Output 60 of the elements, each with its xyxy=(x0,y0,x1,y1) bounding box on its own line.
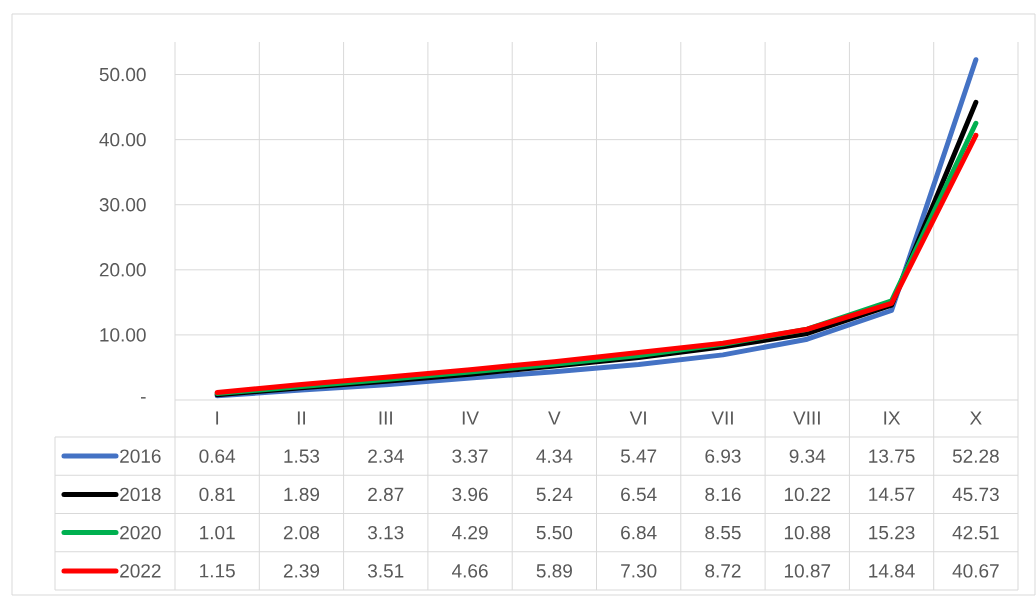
x-tick-label: I xyxy=(216,411,219,425)
data-label: 2.39 xyxy=(283,564,320,578)
y-tick-label: 10.00 xyxy=(100,328,146,342)
x-tick-label: III xyxy=(379,411,392,425)
data-label: 52.28 xyxy=(952,449,999,463)
data-label: 10.22 xyxy=(784,487,831,502)
data-label: 5.50 xyxy=(536,525,573,540)
data-label: 3.96 xyxy=(452,487,488,502)
data-label: 6.84 xyxy=(621,525,657,540)
data-label: 2.08 xyxy=(283,525,320,540)
data-label: 10.88 xyxy=(784,525,831,540)
data-label: 8.16 xyxy=(705,487,741,502)
data-label: 1.89 xyxy=(284,487,320,502)
x-tick-label: VI xyxy=(629,411,646,425)
x-tick-label: V xyxy=(548,411,561,425)
data-label: 14.57 xyxy=(869,487,915,502)
data-label: 6.54 xyxy=(621,487,657,502)
y-tick-label: 30.00 xyxy=(99,198,146,212)
data-label: 1.53 xyxy=(284,449,320,463)
x-tick-label: VII xyxy=(711,411,733,425)
x-tick-label: II xyxy=(297,411,305,425)
data-label: 0.64 xyxy=(199,449,236,463)
legend-label: 2018 xyxy=(120,487,161,502)
x-tick-label: IV xyxy=(462,411,479,425)
legend-label: 2016 xyxy=(120,449,161,463)
data-label: 1.15 xyxy=(200,564,235,578)
data-label: 5.47 xyxy=(620,449,657,463)
data-label: 2.34 xyxy=(368,449,404,463)
x-tick-label: X xyxy=(969,411,982,425)
data-label: 6.93 xyxy=(705,449,741,463)
data-label: 45.73 xyxy=(952,487,999,502)
y-tick-label: 50.00 xyxy=(99,67,146,82)
data-label: 5.24 xyxy=(536,487,573,502)
legend-label: 2022 xyxy=(120,564,161,578)
data-label: 9.34 xyxy=(789,449,826,463)
data-label: 7.30 xyxy=(621,564,657,578)
data-label: 5.89 xyxy=(536,564,572,578)
data-label: 0.81 xyxy=(199,487,235,502)
x-tick-label: IX xyxy=(884,411,901,425)
data-label: 40.67 xyxy=(952,564,999,578)
data-label: 14.84 xyxy=(869,564,915,578)
data-label: 13.75 xyxy=(869,449,915,463)
data-label: 3.13 xyxy=(367,525,404,540)
data-label: 42.51 xyxy=(952,525,999,540)
data-label: 2.87 xyxy=(368,487,404,502)
data-label: 15.23 xyxy=(869,525,915,540)
data-label: 4.29 xyxy=(452,525,488,540)
y-tick-label: 20.00 xyxy=(99,263,146,277)
data-label: 4.34 xyxy=(536,449,573,463)
x-tick-label: VIII xyxy=(793,411,820,425)
data-label: 3.37 xyxy=(452,449,488,463)
data-label: 8.72 xyxy=(705,564,741,578)
y-tick-label: 40.00 xyxy=(99,132,146,147)
y-tick-label: - xyxy=(140,397,146,399)
data-label: 1.01 xyxy=(200,525,235,540)
data-label: 4.66 xyxy=(452,564,488,578)
data-label: 10.87 xyxy=(784,564,831,578)
data-label: 8.55 xyxy=(705,525,741,540)
legend-label: 2020 xyxy=(120,525,161,540)
data-label: 3.51 xyxy=(367,564,404,578)
